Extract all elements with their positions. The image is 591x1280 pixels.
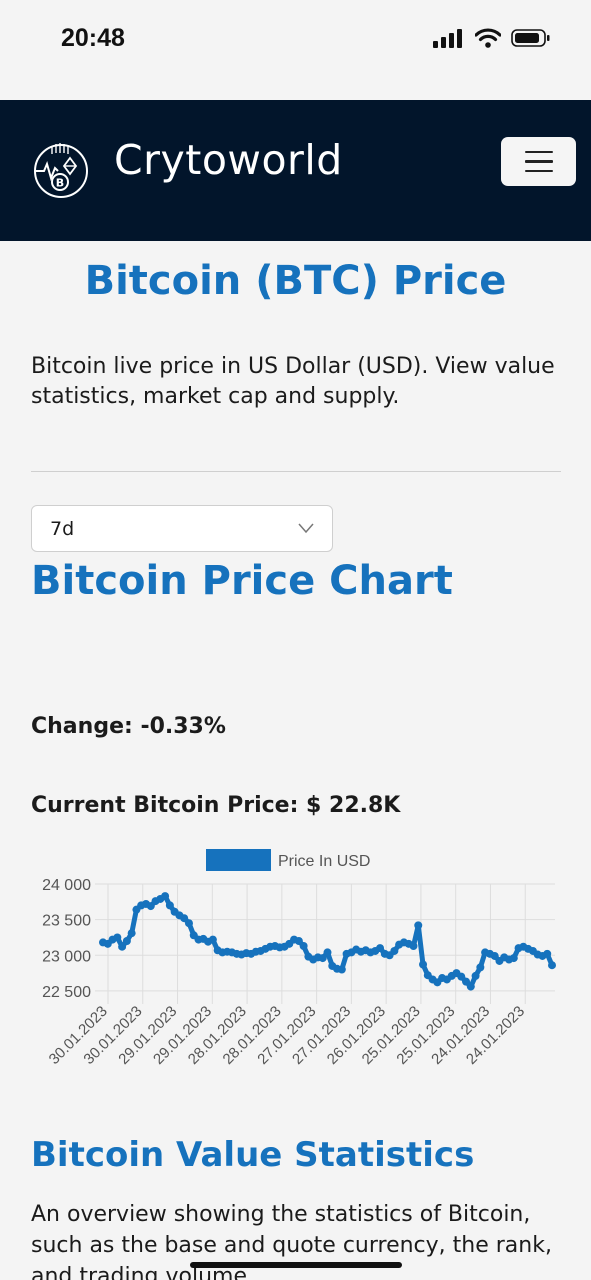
chart-heading: Bitcoin Price Chart xyxy=(31,558,453,604)
svg-text:B: B xyxy=(56,177,64,190)
legend-label[interactable]: Price In USD xyxy=(278,853,370,870)
data-point[interactable] xyxy=(166,901,174,909)
x-axis-ticks: 30.01.202330.01.202329.01.202329.01.2023… xyxy=(46,1003,528,1068)
data-point[interactable] xyxy=(123,937,131,945)
price-change: Change: -0.33% xyxy=(31,714,226,739)
legend-swatch[interactable] xyxy=(206,849,271,871)
price-chart[interactable]: 24 000 23 500 23 000 22 500 30.01.202330.01… xyxy=(0,840,591,1130)
y-tick-label: 23 500 xyxy=(42,913,91,930)
data-point[interactable] xyxy=(185,919,193,927)
crytoworld-logo-icon[interactable]: B xyxy=(30,140,92,200)
hamburger-menu-button[interactable] xyxy=(501,137,576,186)
data-point[interactable] xyxy=(324,948,332,956)
hamburger-line xyxy=(525,151,553,154)
time-range-select[interactable]: 7d xyxy=(31,505,333,552)
divider xyxy=(31,471,561,472)
chart-grid xyxy=(95,884,555,1004)
cellular-signal-icon xyxy=(433,28,465,48)
y-tick-label: 24 000 xyxy=(42,877,91,894)
hamburger-line xyxy=(525,170,553,173)
data-point[interactable] xyxy=(128,929,136,937)
data-point[interactable] xyxy=(338,966,346,974)
data-point[interactable] xyxy=(476,963,484,971)
chevron-down-icon xyxy=(298,522,314,534)
data-point[interactable] xyxy=(543,950,551,958)
chart-series xyxy=(99,892,556,990)
data-point[interactable] xyxy=(510,954,518,962)
y-tick-label: 23 000 xyxy=(42,948,91,965)
y-tick-label: 22 500 xyxy=(42,984,91,1001)
status-icons xyxy=(433,28,551,48)
y-axis-ticks: 24 000 23 500 23 000 22 500 xyxy=(42,877,91,1001)
data-point[interactable] xyxy=(472,972,480,980)
status-time: 20:48 xyxy=(61,24,125,53)
data-point[interactable] xyxy=(409,942,417,950)
hamburger-line xyxy=(525,160,553,163)
navbar: B Crytoworld xyxy=(0,100,591,241)
data-point[interactable] xyxy=(467,983,475,991)
intro-text: Bitcoin live price in US Dollar (USD). V… xyxy=(31,352,571,412)
stats-heading: Bitcoin Value Statistics xyxy=(31,1135,474,1175)
data-point[interactable] xyxy=(390,947,398,955)
page-title: Bitcoin (BTC) Price xyxy=(0,258,591,304)
time-range-value: 7d xyxy=(50,518,74,540)
data-point[interactable] xyxy=(300,942,308,950)
current-price: Current Bitcoin Price: $ 22.8K xyxy=(31,793,400,818)
data-point[interactable] xyxy=(209,936,217,944)
battery-icon xyxy=(511,28,551,48)
data-point[interactable] xyxy=(548,961,556,969)
home-indicator xyxy=(190,1262,402,1268)
data-point[interactable] xyxy=(161,892,169,900)
status-bar: 20:48 xyxy=(0,0,591,100)
data-point[interactable] xyxy=(414,921,422,929)
data-point[interactable] xyxy=(419,961,427,969)
series-line-price-usd[interactable] xyxy=(103,896,552,987)
wifi-icon xyxy=(475,28,501,48)
brand-name[interactable]: Crytoworld xyxy=(114,136,343,184)
data-point[interactable] xyxy=(113,933,121,941)
